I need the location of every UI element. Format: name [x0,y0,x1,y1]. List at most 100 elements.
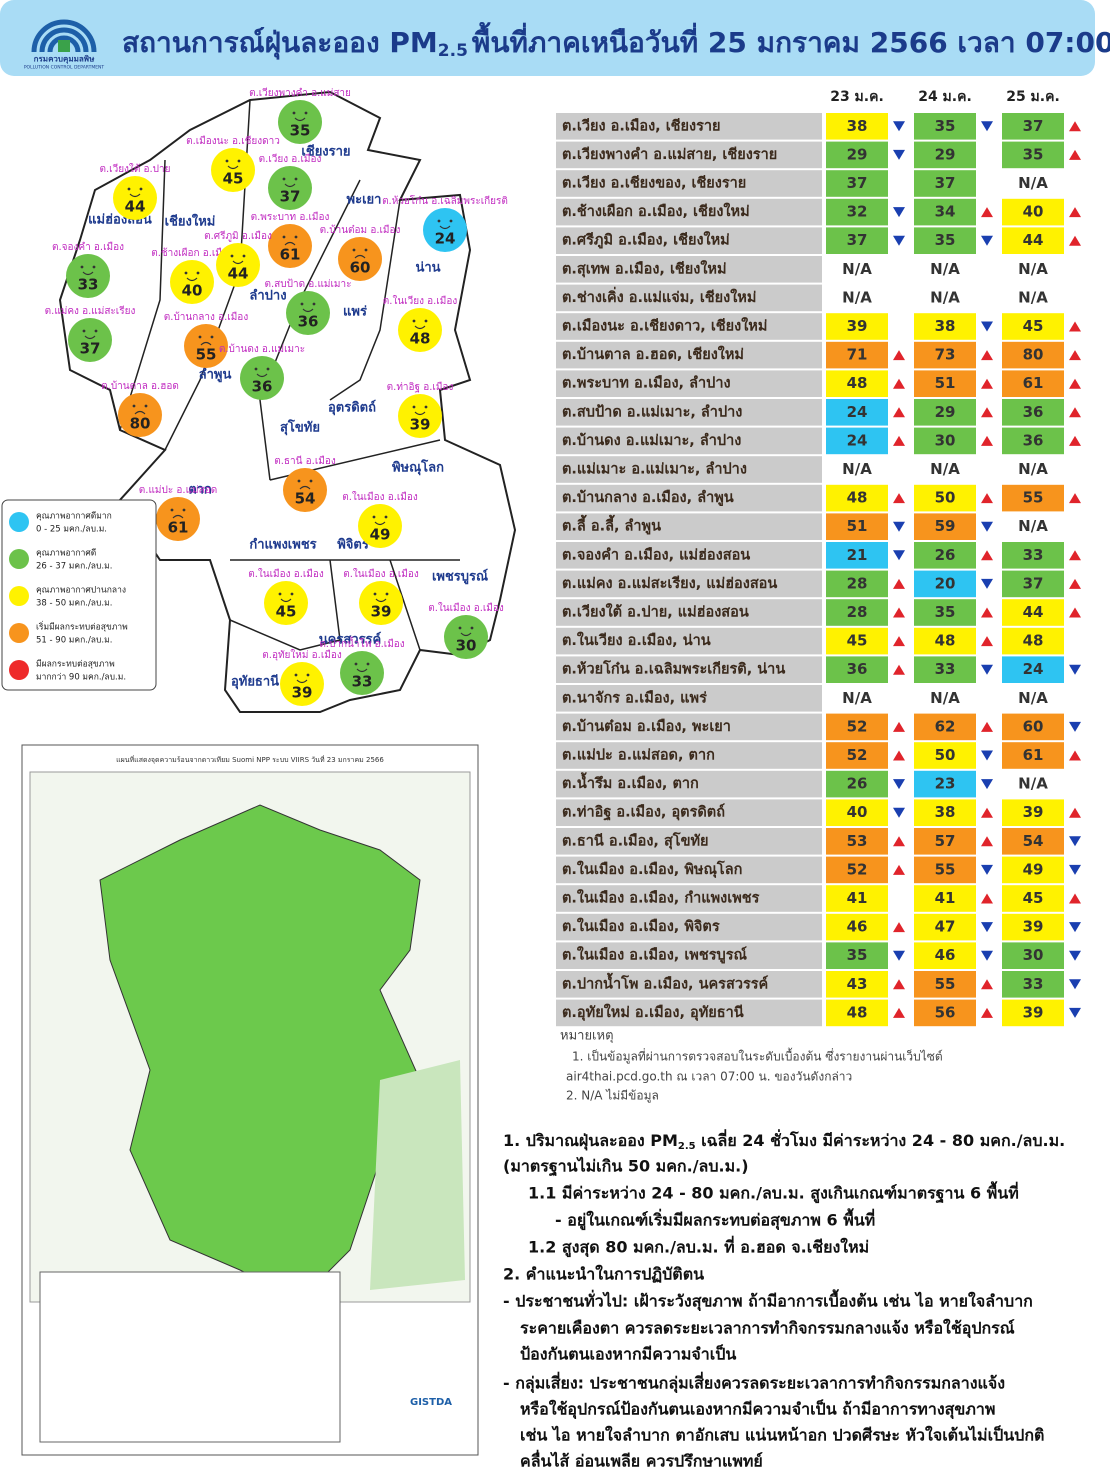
value-text: 48 [847,489,868,507]
trend-up [981,636,993,647]
trend-up [1069,607,1081,618]
value-text: 28 [847,574,868,592]
legend-title: คุณภาพอากาศดีมาก [36,511,112,522]
value-text: 48 [847,374,868,392]
summary-line: ป้องกันตนเองหากมีความจำเป็น [520,1343,736,1364]
station-value: 33 [78,276,99,294]
station-label: ต.ศรีภูมิ อ.เมือง [204,230,272,242]
face-mouth [186,277,198,282]
face-eye [372,515,376,519]
sat-summary-box [39,1271,341,1443]
trend-up [981,1007,993,1018]
station-name: ต.ปากน้ำโพ อ.เมือง, นครสวรรค์ [562,972,768,992]
value-cell [1002,599,1064,626]
trend-down [981,864,993,875]
value-cell [914,484,976,512]
sat-land [99,804,421,1301]
station-label: ต.จองคำ อ.เมือง [52,241,124,253]
station-value: 54 [295,490,316,508]
trend-down [1069,1007,1081,1018]
value-text: 45 [1023,317,1044,335]
value-cell [826,713,888,741]
trend-up [893,407,905,418]
value-cell [826,770,888,798]
province-name: อุทัยธานี [231,674,279,690]
station-label: ต.ในเวียง อ.เมือง [383,295,458,307]
face-mouth [129,193,141,198]
trend-up [893,864,905,875]
sat-land [370,1060,465,1290]
value-cell [914,942,976,969]
value-text: 29 [935,145,956,163]
station-cell [556,456,822,483]
trend-up [1069,121,1081,132]
value-text: 24 [1023,660,1044,678]
value-cell [1002,713,1064,741]
face-eye [254,367,258,371]
station-value: 37 [280,188,301,206]
value-cell [826,828,888,855]
station-name: ต.แม่เมาะ อ.แม่เมาะ, ลำปาง [562,461,747,478]
value-cell [1002,198,1064,226]
station-bubble [264,581,308,625]
value-cell [914,913,976,941]
value-cell [914,284,976,312]
value-text: 53 [847,832,868,850]
face-eye [237,159,241,163]
trend-up [1069,493,1081,504]
station-name: ต.น้ำรึม อ.เมือง, ตาก [562,772,699,792]
legend-title: คุณภาพอากาศปานกลาง [36,586,126,596]
summary-line: 2. คำแนะนำในการปฏิบัติตน [503,1265,704,1284]
station-name: ต.สุเทพ อ.เมือง, เชียงใหม่ [562,259,727,277]
trend-up [981,721,993,732]
station-label: ต.ในเมือง อ.เมือง [248,568,324,580]
value-cell [914,599,976,626]
face-eye [292,111,296,115]
face-eye [278,592,282,596]
value-cell [826,942,888,969]
trend-up [1069,893,1081,904]
title-text: สถานการณ์ฝุ่นละออง PM [122,26,438,60]
station-cell [556,513,822,540]
legend-range: 38 - 50 มคก./ลบ.ม. [36,599,112,609]
face-eye [196,271,200,275]
station-name: ต.บ้านดง อ.แม่เมาะ, ลำปาง [562,432,741,449]
station-bubble [444,615,488,659]
value-cell [826,627,888,655]
value-cell [826,742,888,769]
station-name: ต.อุทัยใหม่ อ.เมือง, อุทัยธานี [562,1003,744,1021]
station-bubble [398,394,442,438]
face-eye [449,219,453,223]
value-text: 33 [935,660,956,678]
column-header: 23 ม.ค. [830,89,884,105]
station-name: ต.ในเมือง อ.เมือง, เพชรบูรณ์ [562,946,747,964]
value-text: N/A [842,260,872,278]
trend-up [893,979,905,990]
face-mouth [256,373,268,378]
station-name: ต.ช่างเคิ่ง อ.แม่แจ่ม, เชียงใหม่ [562,286,756,306]
value-text: 45 [847,632,868,650]
province-name: นครสวรรค์ [319,632,381,648]
station-value: 55 [196,346,217,364]
logo: กรมควบคุมมลพิษ POLLUTION CONTROL DEPARTM… [24,19,104,71]
face-eye [364,248,368,252]
station-label: ต.บ้านกลาง อ.เมือง [164,311,249,323]
face-eye [230,254,234,258]
station-cell [556,971,822,998]
value-cell [1002,885,1064,912]
face-eye [384,515,388,519]
value-text: 55 [935,975,956,993]
value-cell [826,313,888,340]
station-cell [556,627,822,655]
trend-up [893,1007,905,1018]
trend-down [981,235,993,246]
province-name: แพร่ [343,305,367,320]
value-text: N/A [930,260,960,278]
value-text: 38 [935,803,956,821]
trend-up [1069,435,1081,446]
face-eye [198,335,202,339]
value-cell [914,227,976,254]
value-text: 49 [1023,860,1044,878]
station-name: ต.ท่าอิฐ อ.เมือง, อุตรดิตถ์ [562,803,725,822]
trend-up [981,836,993,847]
